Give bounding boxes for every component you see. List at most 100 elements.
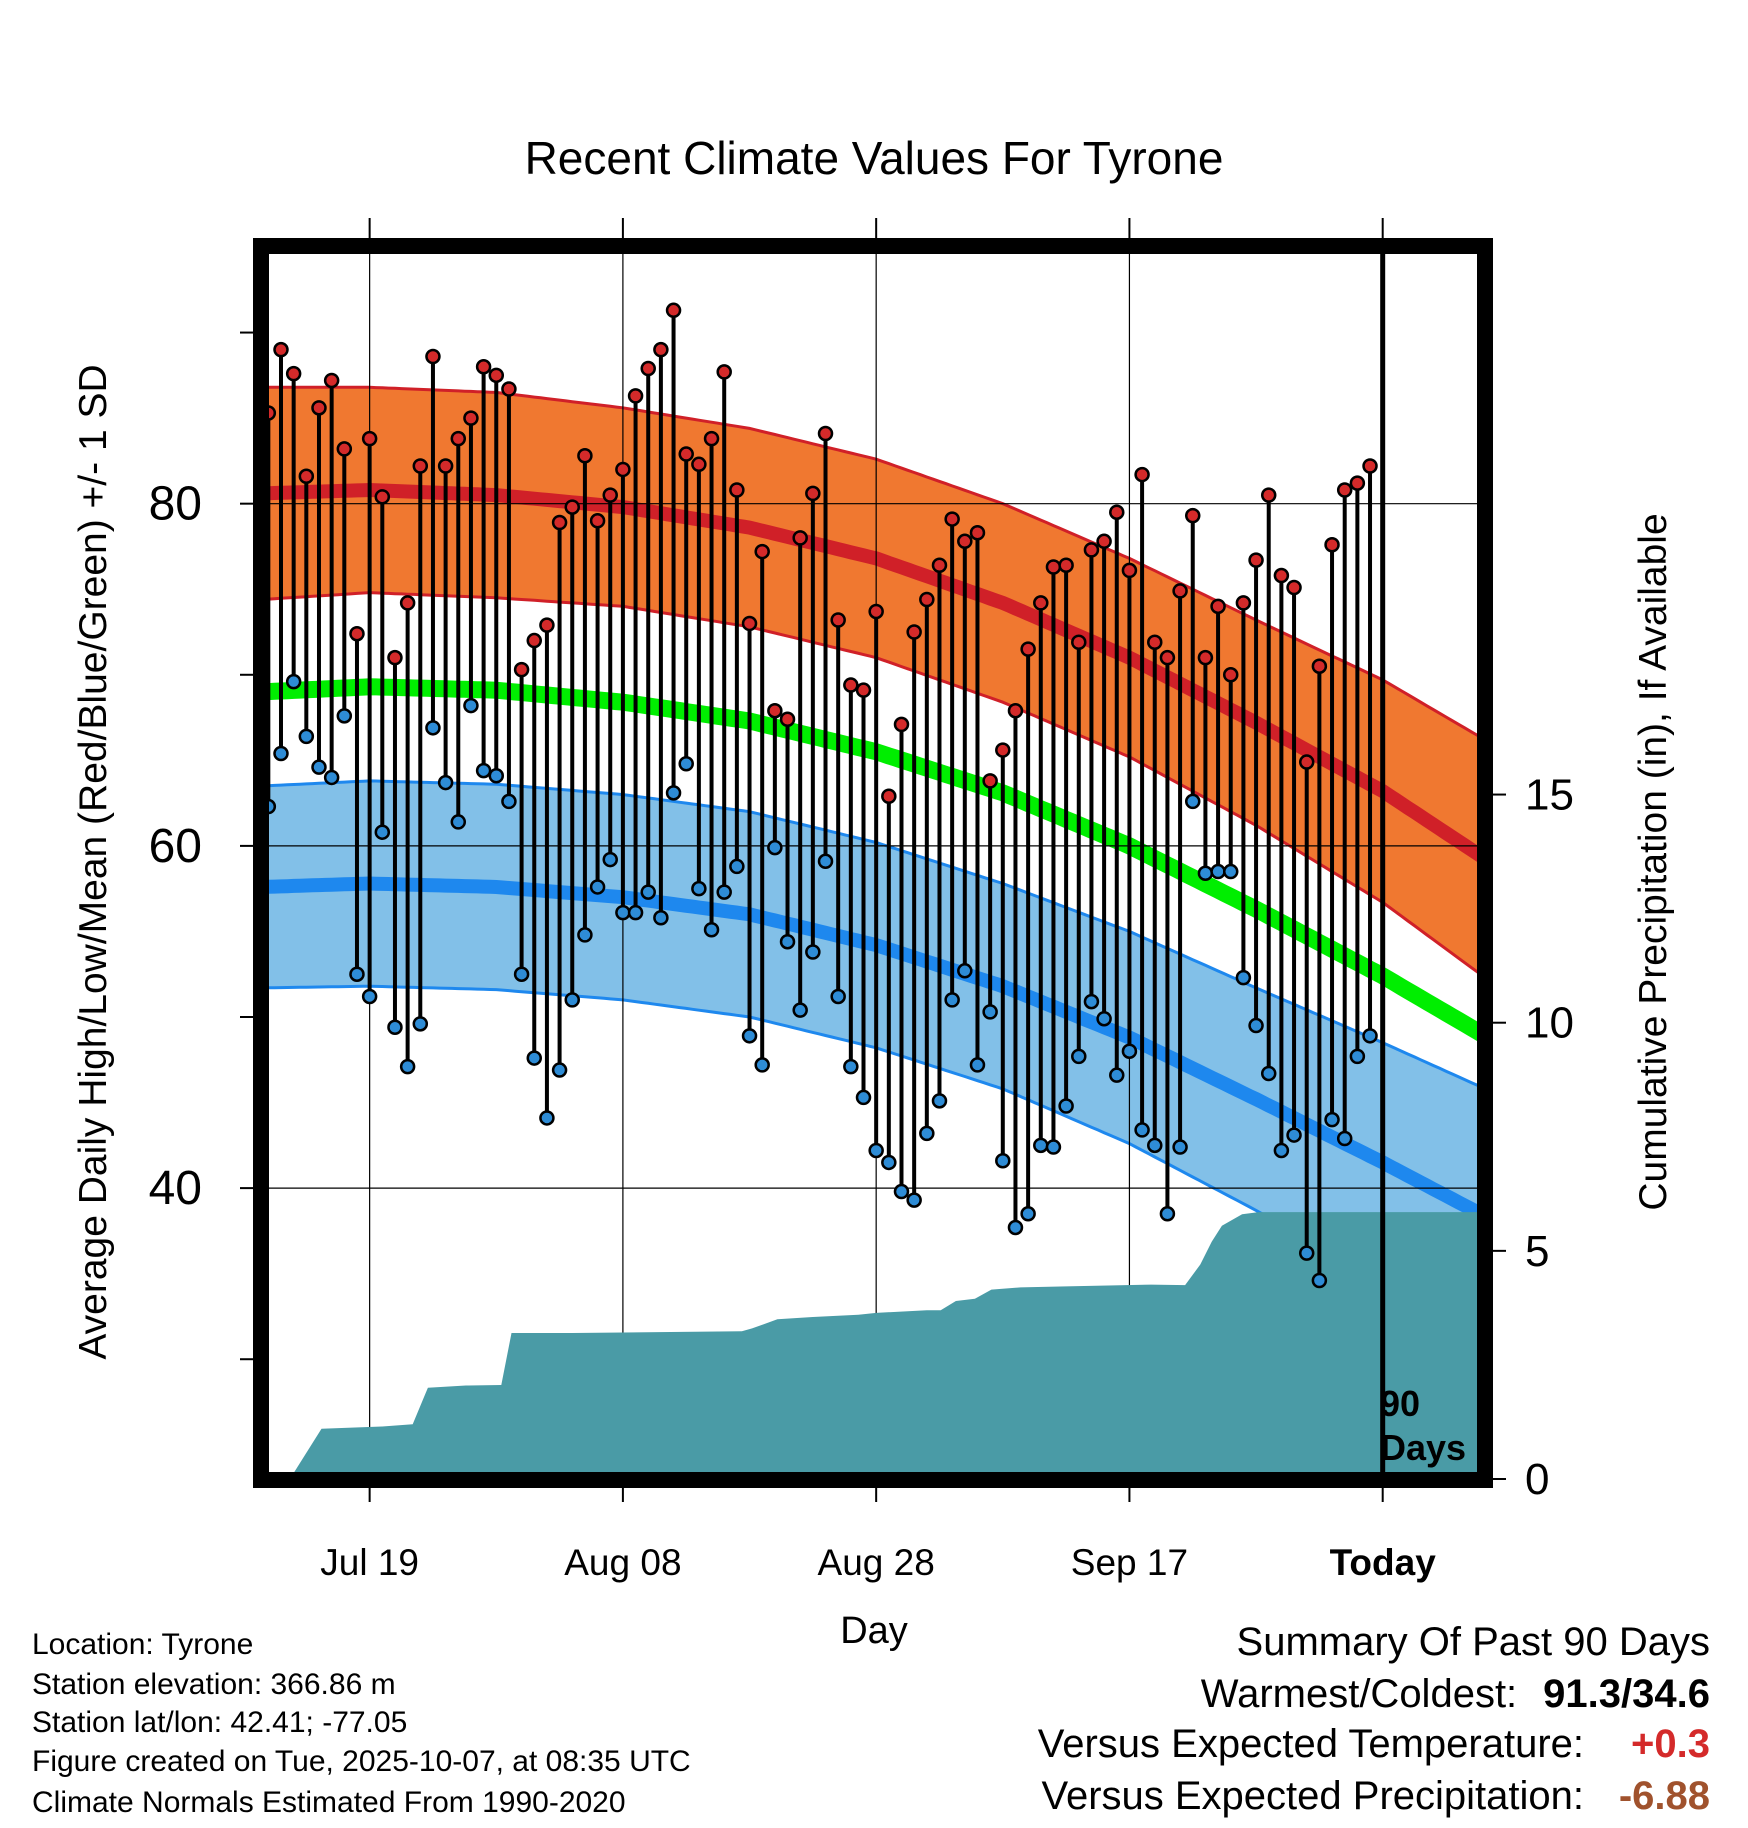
low-dot: [237, 798, 250, 811]
low-dot: [881, 1154, 897, 1171]
low-dot: [703, 921, 720, 938]
y2-tick-label: 5: [1525, 1227, 1549, 1276]
high-sd-band-upper-edge: [262, 385, 1484, 741]
high-dot: [513, 661, 530, 678]
high-dot: [526, 632, 543, 649]
low-dot: [1349, 1048, 1366, 1065]
low-dot: [1184, 793, 1201, 810]
low-dot: [957, 963, 973, 979]
high-dot: [957, 533, 973, 550]
high-dot: [919, 591, 935, 608]
low-dot: [602, 851, 618, 868]
low-dot: [1298, 1245, 1315, 1261]
high-dot: [792, 530, 808, 546]
high-dot: [640, 360, 656, 377]
high-dot: [653, 341, 669, 358]
low-dot: [1273, 1142, 1290, 1159]
low-dot: [640, 884, 656, 900]
precip-value: -6.88: [1618, 1774, 1710, 1818]
high-sd-band-lower-edge: [262, 591, 1484, 979]
high-dot: [1260, 487, 1277, 503]
high-dot: [1172, 583, 1188, 599]
high-dot: [931, 557, 948, 574]
high-dot: [298, 468, 315, 485]
x-tick-label: Jul 19: [320, 1542, 419, 1583]
high-dot: [1349, 475, 1366, 491]
low-dot: [1045, 1139, 1062, 1155]
high-dot: [336, 441, 353, 457]
low-dot: [488, 767, 505, 784]
high-dot: [1362, 458, 1378, 474]
low-dot: [729, 858, 745, 875]
high-dot: [1222, 667, 1239, 683]
high-dot: [488, 367, 505, 384]
high-dot: [868, 603, 884, 620]
high-dot: [425, 348, 441, 365]
low-dot: [653, 910, 669, 926]
info-created: Figure created on Tue, 2025-10-07, at 08…: [32, 1745, 691, 1778]
low-dot: [691, 880, 707, 897]
low-dot: [1210, 863, 1226, 880]
high-dot: [741, 615, 758, 632]
high-dot: [374, 489, 391, 505]
high-dot: [1147, 634, 1163, 651]
low-dot: [754, 1057, 770, 1073]
high-dot: [1210, 598, 1226, 615]
high-dot: [311, 400, 327, 416]
high-dot: [551, 514, 568, 531]
temp-label: Versus Expected Temperature:: [1037, 1722, 1584, 1766]
low-dot: [425, 720, 441, 736]
summary-title: Summary Of Past 90 Days: [1236, 1620, 1710, 1664]
x-axis-label: Day: [840, 1610, 908, 1652]
low-dot: [437, 774, 454, 791]
high-dot: [1336, 482, 1353, 498]
x-tick-label: Aug 08: [564, 1542, 681, 1583]
high-dot: [437, 458, 454, 474]
low-dot: [539, 1110, 555, 1126]
high-dot: [450, 430, 467, 447]
low-dot: [817, 853, 834, 870]
x-tick-label: Today: [1330, 1542, 1437, 1583]
summary-warmest-coldest: Warmest/Coldest: 91.3/34.6: [1201, 1672, 1710, 1717]
high-dot: [779, 711, 796, 728]
low-dot: [1071, 1048, 1087, 1065]
high-dot: [602, 487, 618, 503]
high-dot: [754, 543, 770, 560]
high-dot: [843, 677, 859, 693]
low-dot: [1121, 1043, 1138, 1059]
precip-area: [289, 1212, 1484, 1479]
low-dot: [944, 992, 960, 1008]
high-dot: [881, 788, 897, 805]
high-dot: [830, 612, 846, 628]
high-dot: [944, 511, 960, 527]
low-dot: [1172, 1139, 1188, 1155]
high-dot: [589, 513, 606, 529]
high-dot: [969, 525, 986, 541]
low-dot: [1336, 1130, 1353, 1147]
high-dot: [273, 341, 289, 358]
y2-axis-label: Cumulative Precipitation (in), If Availa…: [1632, 513, 1675, 1210]
period-label-unit: Days: [1380, 1427, 1466, 1468]
low-dot: [1147, 1137, 1163, 1154]
high-dot: [1020, 641, 1036, 657]
high-dot: [387, 649, 403, 666]
low-dot: [893, 1183, 910, 1200]
low-dot: [1058, 1098, 1074, 1114]
info-location: Location: Tyrone: [32, 1628, 254, 1661]
y-tick-label: 60: [149, 820, 202, 873]
low-dot: [475, 762, 492, 779]
low-dot: [969, 1057, 986, 1073]
high-dot: [805, 485, 821, 502]
high-dot: [1083, 542, 1100, 558]
low-dot: [463, 697, 479, 714]
low-dot: [1235, 969, 1252, 986]
period-label-number: 90: [1380, 1383, 1420, 1424]
high-dot: [1273, 567, 1290, 584]
x-tick-label: Aug 28: [818, 1542, 935, 1583]
low-dot: [399, 1058, 416, 1075]
summary-precipitation: Versus Expected Precipitation: -6.88: [1041, 1774, 1710, 1819]
low-dot: [779, 933, 796, 950]
high-dot: [1096, 533, 1112, 550]
high-dot: [349, 625, 365, 642]
